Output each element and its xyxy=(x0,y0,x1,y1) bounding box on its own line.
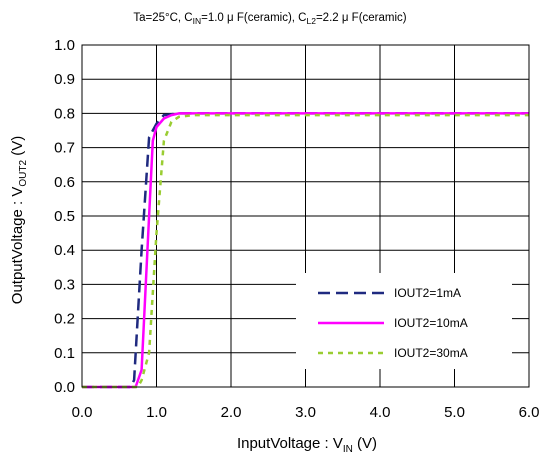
chart-title: Ta=25°C, CIN=1.0 μ F(ceramic), CL2=2.2 μ… xyxy=(133,12,406,26)
series-layer xyxy=(82,112,529,389)
y-tick-label: 0.8 xyxy=(54,105,75,122)
y-axis-title-tail: (V) xyxy=(9,136,26,160)
legend: IOUT2=1mA IOUT2=10mA IOUT2=30mA xyxy=(296,273,512,369)
legend-label: IOUT2=30mA xyxy=(394,346,468,360)
series-line xyxy=(82,113,529,389)
y-tick-label: 0.0 xyxy=(54,379,75,396)
y-axis-title-main: OutputVoltage : V xyxy=(9,187,26,305)
x-tick-label: 2.0 xyxy=(221,404,242,421)
y-tick-label: 0.3 xyxy=(54,276,75,293)
x-axis-title-main: InputVoltage : V xyxy=(237,435,343,452)
y-tick-label: 0.6 xyxy=(54,174,75,191)
y-tick-label: 0.9 xyxy=(54,71,75,88)
title-middle: =1.0 μ F(ceramic), C xyxy=(201,12,306,24)
y-tick-label: 0.5 xyxy=(54,208,75,225)
x-axis-title-tail: (V) xyxy=(353,435,377,452)
y-axis-title: OutputVoltage : VOUT2 (V) xyxy=(9,136,29,304)
x-axis-title: InputVoltage : VIN (V) xyxy=(237,435,377,455)
x-tick-label: 0.0 xyxy=(72,404,93,421)
y-tick-label: 0.7 xyxy=(54,140,75,157)
x-tick-label: 3.0 xyxy=(295,404,316,421)
y-tick-label: 1.0 xyxy=(54,37,75,54)
x-tick-label: 4.0 xyxy=(370,404,391,421)
title-cin-sub: IN xyxy=(193,16,202,26)
y-tick-label: 0.4 xyxy=(54,242,75,259)
x-tick-label: 5.0 xyxy=(444,404,465,421)
tick-labels: 0.0 1.0 2.0 3.0 4.0 5.0 6.0 0.0 0.1 0.2 0.3 0.4 0.5 0… xyxy=(54,37,539,421)
legend-label: IOUT2=1mA xyxy=(394,286,461,300)
title-prefix: Ta=25°C, C xyxy=(133,12,192,24)
title-cl2-sub: L2 xyxy=(306,16,316,26)
y-axis-title-sub: OUT2 xyxy=(18,160,29,187)
series-line xyxy=(82,112,529,389)
y-tick-label: 0.2 xyxy=(54,311,75,328)
y-tick-label: 0.1 xyxy=(54,345,75,362)
x-axis-title-sub: IN xyxy=(343,444,353,455)
x-tick-label: 1.0 xyxy=(146,404,167,421)
legend-label: IOUT2=10mA xyxy=(394,316,468,330)
plot-frame xyxy=(81,44,530,388)
x-tick-label: 6.0 xyxy=(519,404,540,421)
title-suffix: =2.2 μ F(ceramic) xyxy=(316,12,407,24)
